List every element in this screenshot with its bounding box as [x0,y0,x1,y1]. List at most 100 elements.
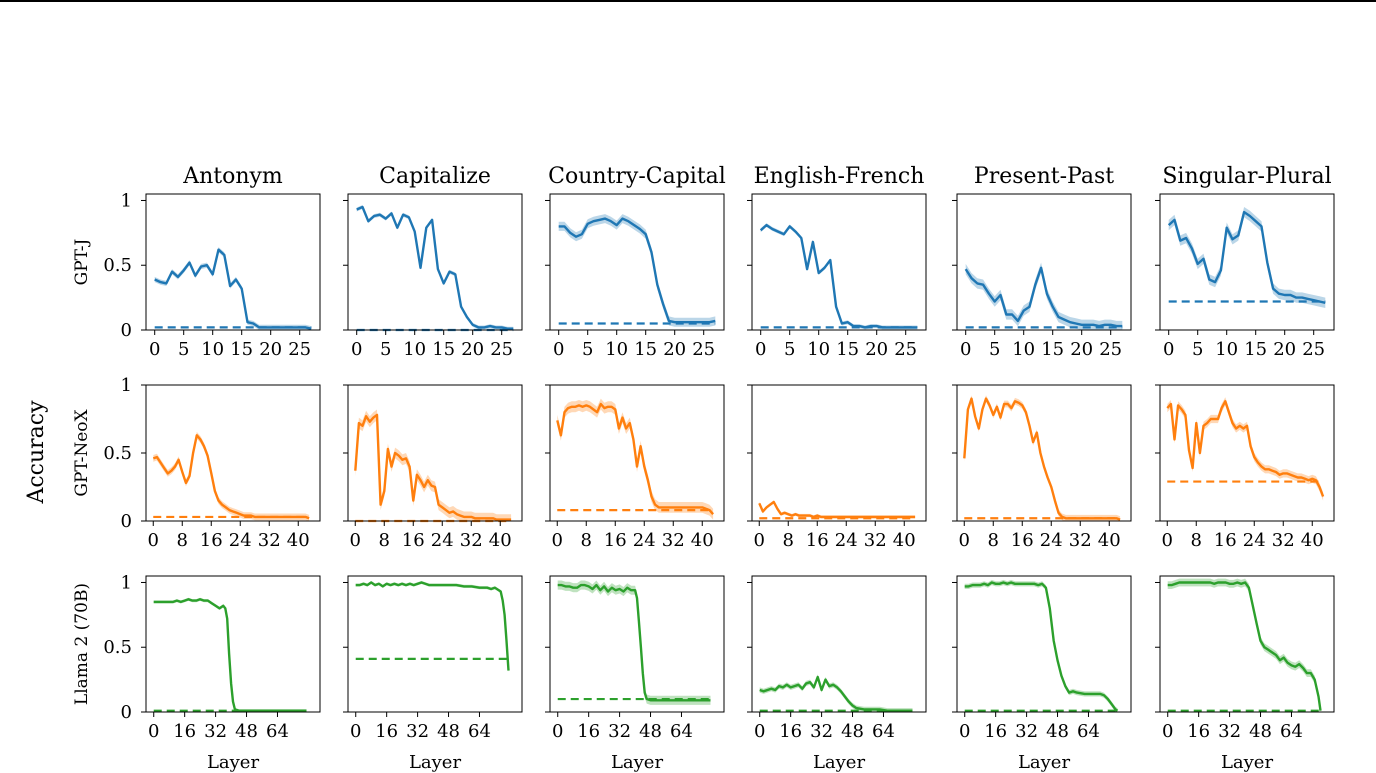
plot-frame [956,193,1132,331]
plot-frame [1159,575,1335,713]
x-tick-label: 15 [432,339,455,360]
x-tick-label: 0 [960,339,971,360]
x-tick-label: 10 [605,339,628,360]
x-tick-label: 10 [403,339,426,360]
plot-frame [1159,193,1335,331]
x-tick-label: 16 [577,721,600,742]
row-label-gpt-neox: GPT-NeoX [72,409,92,497]
x-tick-label: 5 [178,339,189,360]
x-tick-label: 40 [691,530,714,551]
x-tick-label: 0 [1163,339,1174,360]
column-title-antonym: Antonym [182,164,283,189]
x-tick-label: 32 [460,530,483,551]
x-tick-label: 8 [988,530,999,551]
x-tick-label: 40 [893,530,916,551]
confidence-band [557,580,711,705]
plot-frame [145,575,321,713]
x-tick-label: 0 [959,721,970,742]
x-tick-label: 32 [406,721,429,742]
x-tick-label: 16 [200,530,223,551]
x-tick-label: 24 [1243,530,1266,551]
x-tick-label: 24 [1040,530,1063,551]
x-tick-label: 16 [984,721,1007,742]
x-tick-label: 15 [1244,339,1267,360]
x-tick-label: 25 [894,339,917,360]
x-tick-label: 8 [177,530,188,551]
y-tick-label: 1 [121,190,132,211]
series-line [356,205,514,330]
column-title-capitalize: Capitalize [379,164,491,189]
x-tick-label: 48 [1046,721,1069,742]
x-tick-label: 0 [350,721,361,742]
x-tick-label: 0 [754,721,765,742]
x-tick-label: 25 [692,339,715,360]
plot-frame [145,193,321,331]
confidence-band [1168,207,1326,308]
x-tick-label: 16 [1187,721,1210,742]
plot-frame [145,384,321,522]
x-tick-label: 20 [865,339,888,360]
x-tick-label: 16 [806,530,829,551]
x-axis-label: Layer [207,752,260,773]
x-tick-label: 20 [663,339,686,360]
series-line [963,397,1121,521]
x-tick-label: 5 [784,339,795,360]
x-tick-label: 0 [754,530,765,551]
x-tick-label: 0 [553,339,564,360]
plot-frame [751,384,927,522]
x-tick-label: 16 [375,721,398,742]
x-tick-label: 32 [1015,721,1038,742]
x-tick-label: 0 [351,339,362,360]
x-tick-label: 32 [204,721,227,742]
x-tick-label: 64 [1280,721,1303,742]
panel-gpt-j-capitalize: Capitalize 0 5 10 15 20 25 [343,164,523,360]
y-tick-label: 0.5 [103,443,132,464]
x-tick-label: 5 [1192,339,1203,360]
series-line [355,581,510,671]
confidence-band [356,205,514,330]
x-tick-label: 64 [872,721,895,742]
confidence-band [153,431,310,521]
x-tick-label: 40 [1301,530,1324,551]
x-tick-label: 16 [779,721,802,742]
confidence-band [965,262,1123,330]
series-line [556,402,715,515]
column-title-singular-plural: Singular-Plural [1162,164,1331,189]
x-tick-label: 25 [490,339,513,360]
x-tick-label: 24 [229,530,252,551]
y-tick-label: 0.5 [103,255,132,276]
x-tick-label: 0 [552,530,563,551]
series-line [558,217,716,324]
panel-llama-2-70b-present-past: 0 16 32 48 64 Layer [952,575,1132,773]
x-axis-label: Layer [1221,752,1274,773]
panel-gpt-j-country-capital: Country-Capital 0 5 10 15 20 25 [545,164,726,360]
x-tick-label: 8 [581,530,592,551]
x-tick-label: 16 [1214,530,1237,551]
y-tick-label: 0.5 [103,637,132,658]
x-tick-label: 48 [639,721,662,742]
x-tick-label: 10 [807,339,830,360]
x-tick-label: 8 [379,530,390,551]
plot-frame [751,193,927,331]
x-tick-label: 0 [755,339,766,360]
panel-gpt-neox-english-french: 0 8 16 24 32 40 [747,384,927,551]
x-tick-label: 25 [288,339,311,360]
x-tick-label: 48 [437,721,460,742]
panel-llama-2-70b-antonym: 0 0.5 1 0 16 32 48 64 Layer [103,572,321,773]
x-tick-label: 40 [287,530,310,551]
x-tick-label: 24 [633,530,656,551]
confidence-band [759,674,913,712]
x-tick-label: 5 [989,339,1000,360]
panel-llama-2-70b-capitalize: 0 16 32 48 64 Layer [343,575,523,773]
series-line [152,434,310,520]
x-tick-label: 32 [810,721,833,742]
x-tick-label: 32 [864,530,887,551]
x-tick-label: 16 [402,530,425,551]
plot-frame [1159,384,1335,522]
confidence-band [1167,397,1324,501]
x-tick-label: 20 [1070,339,1093,360]
series-line [964,581,1119,712]
x-tick-label: 24 [431,530,454,551]
y-tick-label: 0 [121,511,132,532]
